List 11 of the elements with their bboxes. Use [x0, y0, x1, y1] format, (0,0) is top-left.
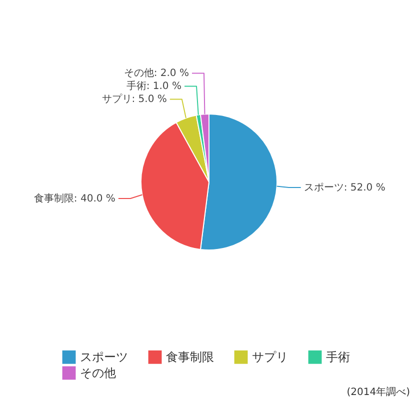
legend-label: サプリ	[252, 350, 288, 364]
legend-label: スポーツ	[80, 350, 128, 364]
data-label: 手術: 1.0 %	[126, 80, 182, 92]
legend-label: その他	[80, 366, 116, 380]
legend-label: 食事制限	[166, 350, 214, 364]
data-label: サプリ: 5.0 %	[102, 93, 167, 106]
data-label: その他: 2.0 %	[124, 67, 189, 80]
text: (2014年調べ)	[346, 386, 410, 398]
data-label: スポーツ: 52.0 %	[304, 182, 386, 194]
data-label: 食事制限: 40.0 %	[34, 192, 116, 204]
legend-label: 手術	[326, 350, 350, 364]
